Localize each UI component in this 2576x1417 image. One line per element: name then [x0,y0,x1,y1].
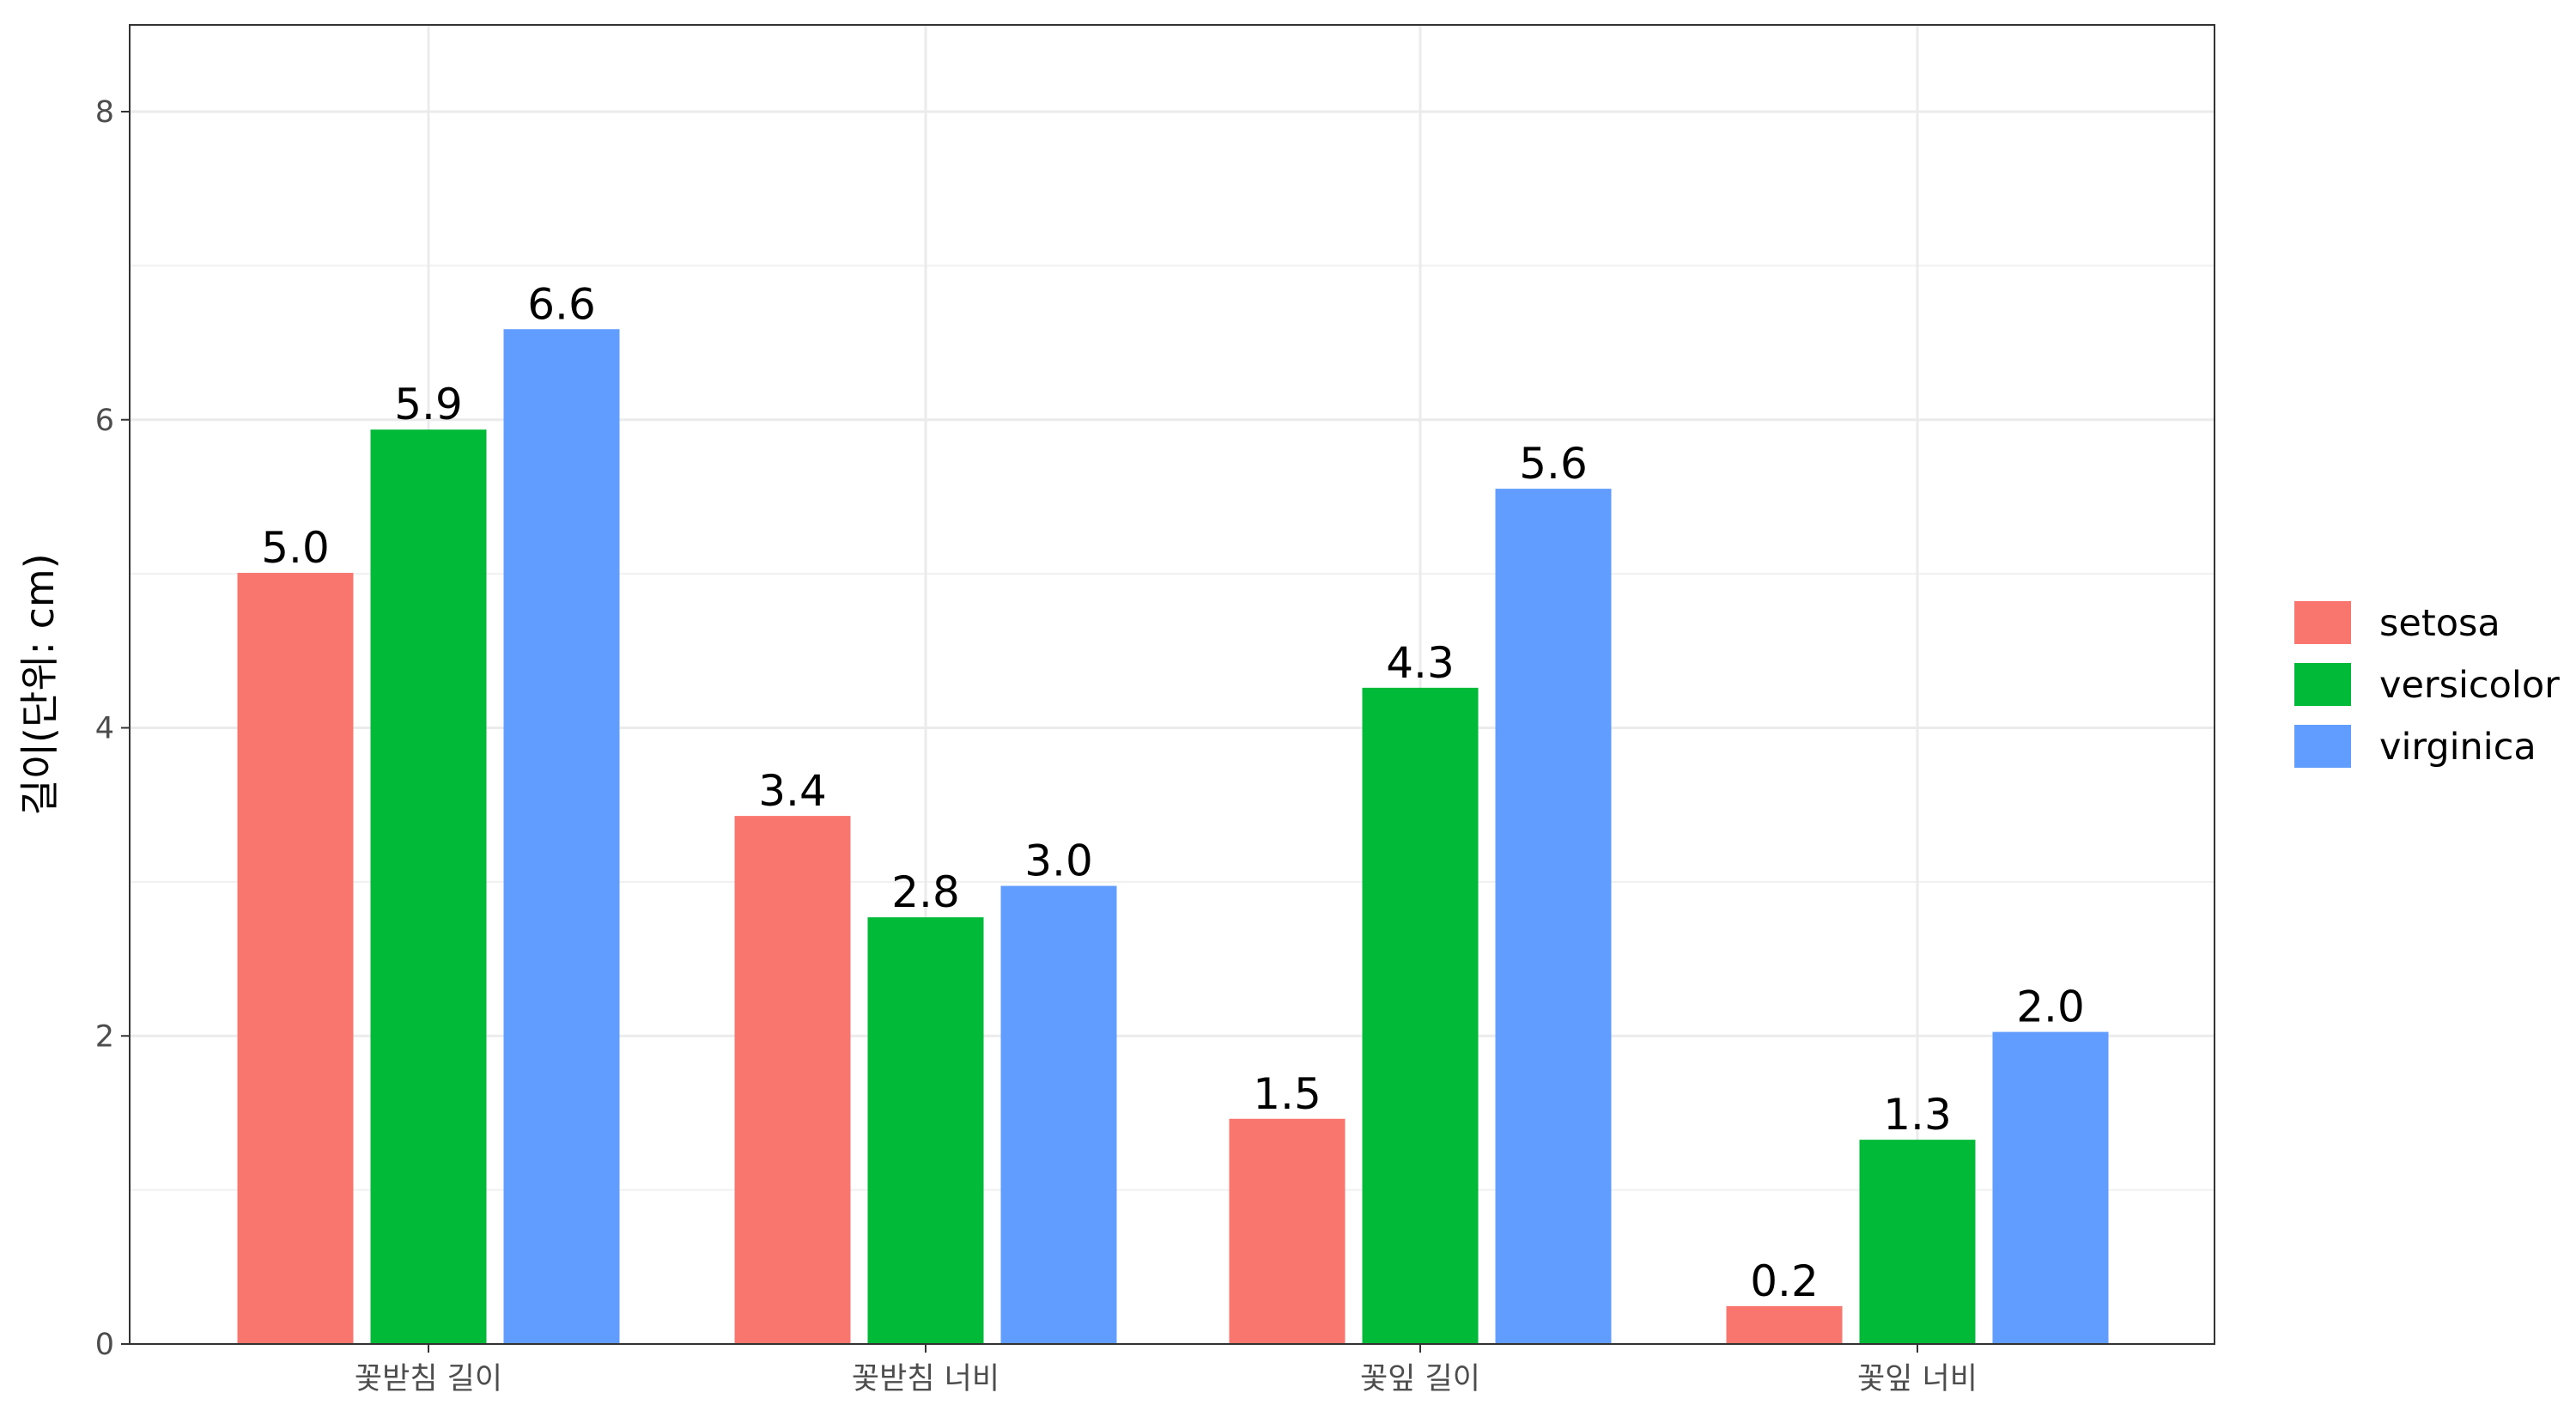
data-label: 1.3 [1883,1090,1952,1140]
legend-key-setosa [2294,601,2351,644]
x-tick-label: 꽃받침 길이 [355,1362,502,1396]
data-label: 2.8 [891,867,960,917]
y-tick-label: 8 [95,95,114,130]
legend-label: setosa [2379,602,2500,645]
y-tick-label: 4 [95,712,114,746]
data-label: 5.0 [261,523,330,573]
y-axis-title: 길이(단위: cm) [16,553,63,815]
x-tick-label: 꽃잎 너비 [1857,1362,1978,1396]
x-tick-label: 꽃받침 너비 [852,1362,999,1396]
bar-setosa [1229,1118,1346,1344]
data-label: 3.0 [1024,836,1093,886]
data-label: 0.2 [1750,1256,1819,1306]
legend-key-virginica [2294,725,2351,768]
panel-border [129,24,2215,1345]
data-label: 4.3 [1386,638,1455,688]
y-tick-label: 6 [95,404,114,438]
y-tick-label: 2 [95,1019,114,1054]
bar-versicolor [370,429,487,1345]
axes: 0 2 4 6 8 꽃받침 길이 꽃받침 너비 꽃잎 길이 꽃잎 너비 [95,95,1978,1396]
data-label: 5.9 [394,380,463,429]
data-label: 3.4 [758,766,827,816]
y-tick-label: 0 [95,1328,114,1362]
data-label: 1.5 [1253,1069,1321,1119]
bar-versicolor [1859,1140,1976,1344]
bar-virginica [1000,885,1117,1344]
legend-label: versicolor [2379,664,2560,707]
bars: 5.0 5.9 6.6 3.4 2.8 3.0 1.5 4.3 5.6 0.2 1.3 2.0 [237,279,2109,1345]
x-tick-label: 꽃잎 길이 [1360,1362,1480,1396]
legend-key-versicolor [2294,663,2351,706]
legend: setosa versicolor virginica [2294,601,2560,769]
bar-virginica [1495,489,1612,1344]
bar-versicolor [867,917,984,1344]
bar-setosa [734,816,851,1344]
legend-label: virginica [2379,726,2537,769]
bar-setosa [237,573,354,1344]
bar-virginica [1992,1031,2109,1344]
bar-virginica [503,329,620,1345]
bar-versicolor [1362,687,1479,1344]
bar-setosa [1726,1305,1843,1344]
data-label: 5.6 [1519,439,1588,489]
data-label: 6.6 [527,279,596,329]
data-label: 2.0 [2016,982,2085,1032]
